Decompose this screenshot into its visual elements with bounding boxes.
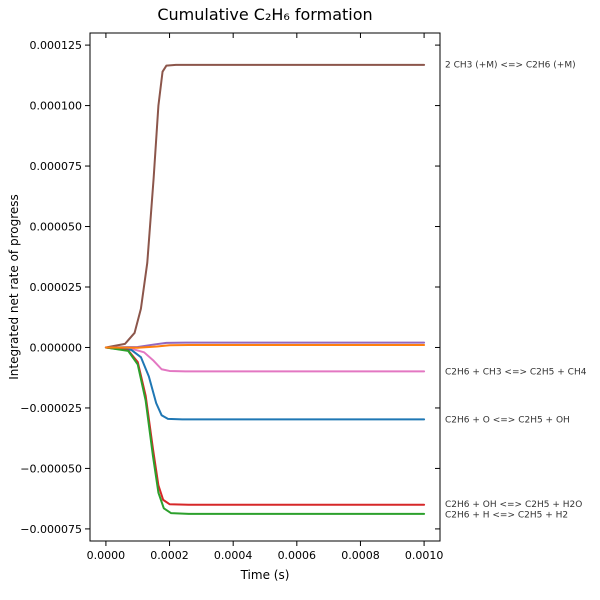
y-tick-label: 0.000100 (30, 100, 83, 113)
chart-svg: Cumulative C₂H₆ formation 0.0000 0.0002 0.0… (0, 0, 600, 600)
x-tick-label: 0.0004 (214, 549, 253, 562)
x-tick-label: 0.0006 (278, 549, 317, 562)
x-tick-label: 0.0008 (341, 549, 380, 562)
y-axis-label: Integrated net rate of progress (7, 194, 21, 380)
y-tick-label: 0.000025 (30, 281, 83, 294)
x-tick-label: 0.0000 (87, 549, 126, 562)
chart-title: Cumulative C₂H₆ formation (157, 5, 372, 24)
x-axis-label: Time (s) (240, 568, 290, 582)
x-tick-label: 0.0002 (150, 549, 189, 562)
series-label: C2H6 + H <=> C2H5 + H2 (445, 510, 568, 520)
y-tick-label: −0.000025 (20, 402, 82, 415)
series-label: C2H6 + CH3 <=> C2H5 + CH4 (445, 368, 587, 378)
chart-container: Cumulative C₂H₆ formation 0.0000 0.0002 0.0… (0, 0, 600, 600)
y-tick-label: −0.000050 (20, 462, 82, 475)
series-label: C2H6 + OH <=> C2H5 + H2O (445, 500, 582, 510)
y-tick-label: −0.000075 (20, 523, 82, 536)
plot-area (90, 33, 440, 541)
y-tick-label: 0.000125 (30, 39, 83, 52)
y-tick-label: 0.000050 (30, 221, 83, 234)
y-tick-label: 0.000075 (30, 160, 83, 173)
series-label: 2 CH3 (+M) <=> C2H6 (+M) (445, 60, 576, 70)
x-tick-label: 0.0010 (405, 549, 444, 562)
series-label: C2H6 + O <=> C2H5 + OH (445, 415, 570, 425)
y-tick-label: 0.000000 (30, 341, 83, 354)
